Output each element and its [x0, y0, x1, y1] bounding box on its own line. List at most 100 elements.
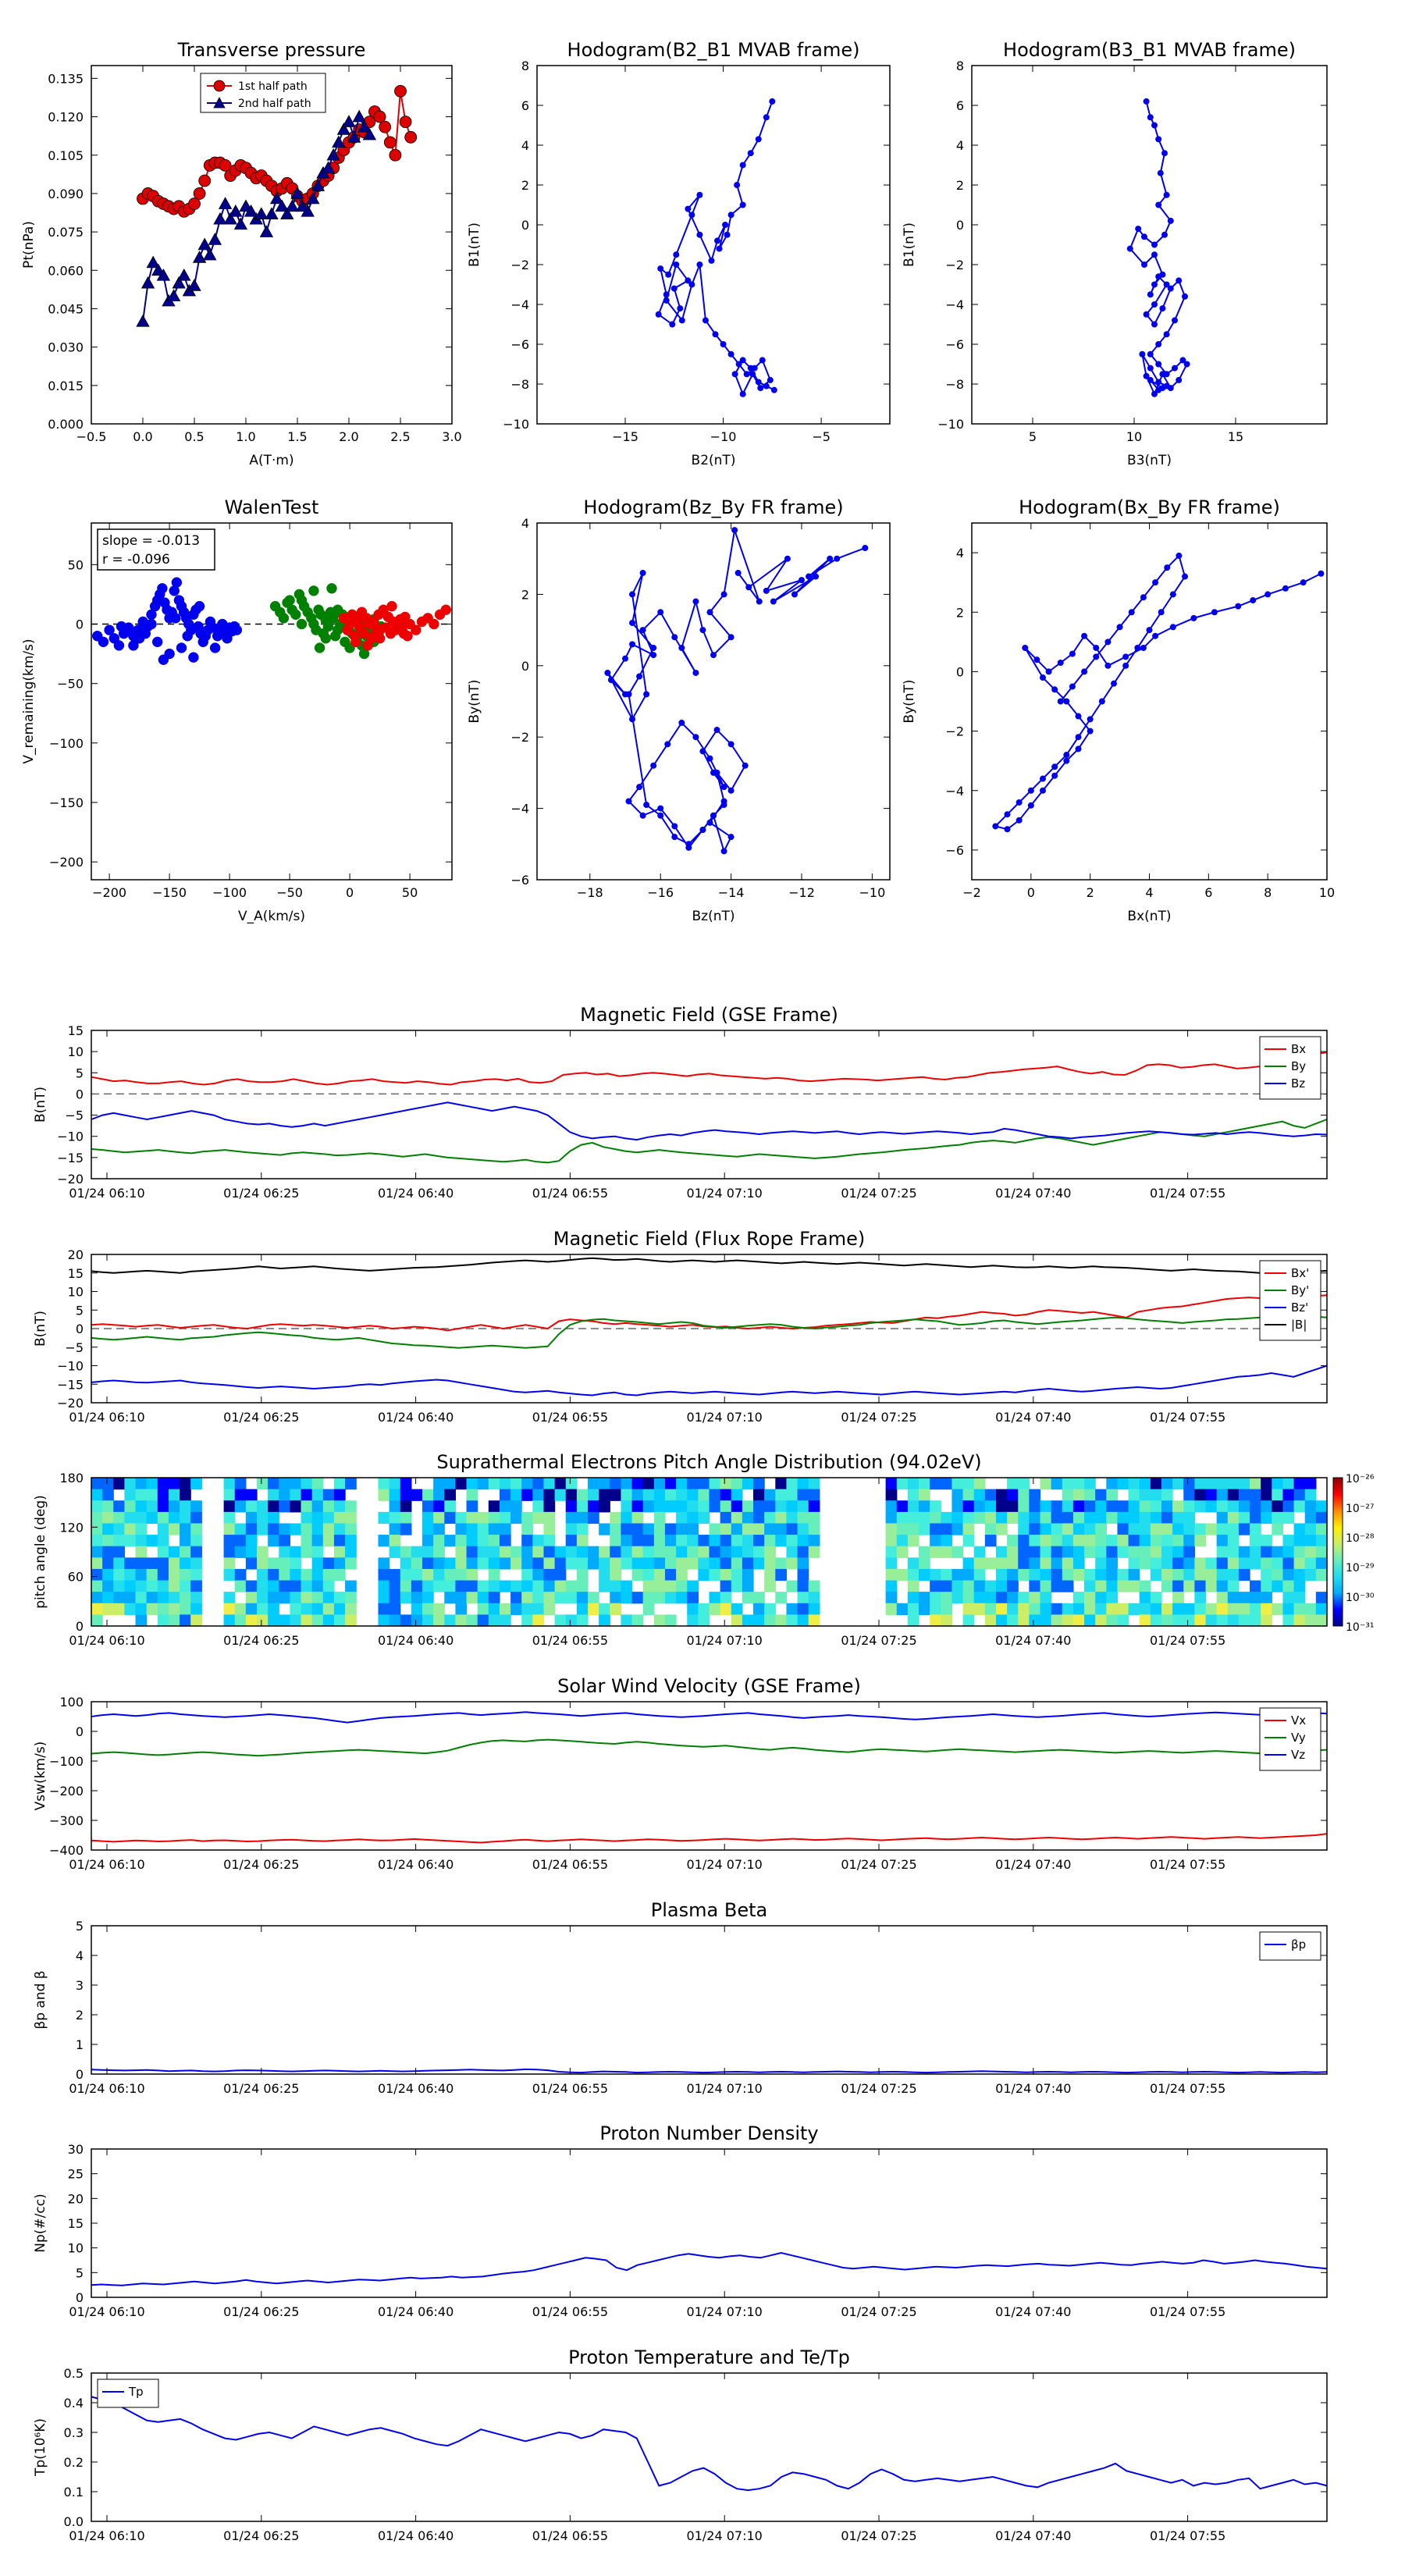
pad-cell [1250, 1580, 1261, 1592]
pt-series-1-point [311, 179, 325, 191]
mag_fr-time-label: 01/24 06:10 [69, 1410, 144, 1425]
pad-cell [157, 1592, 169, 1604]
pad-cell [1172, 1535, 1184, 1547]
pad-cell [180, 1489, 191, 1501]
h3-xtick-label: −18 [577, 885, 603, 900]
walen-series-2-point [350, 636, 361, 648]
h2-series-0-point [1147, 291, 1154, 298]
mag_gse-legend [1259, 1036, 1321, 1100]
pad-cell [257, 1546, 269, 1558]
pad-cell [962, 1557, 975, 1570]
pad-cell [422, 1557, 434, 1570]
pad-cell [146, 1580, 158, 1592]
pad-cell [466, 1614, 478, 1627]
pad-cell [1293, 1523, 1306, 1535]
walen-series-1-point [296, 618, 308, 630]
pad-cell [389, 1523, 401, 1535]
pad-cell [995, 1614, 1008, 1627]
walen-series-2-point [398, 628, 410, 639]
walen-series-1-point [327, 613, 339, 624]
h3-xtick-label: −12 [788, 885, 815, 900]
pad-cell [621, 1614, 633, 1627]
pad-cell [1128, 1500, 1140, 1513]
pad-cell [113, 1580, 125, 1592]
pad-cell [466, 1568, 478, 1582]
h1-series-0-point [734, 182, 741, 188]
pad-ytick-label: 60 [68, 1570, 84, 1585]
h4-xtick-label: −2 [962, 885, 981, 900]
pad-cell [1227, 1478, 1240, 1490]
pad-cell [444, 1500, 457, 1513]
h4-xtick-label: 6 [1204, 885, 1212, 900]
np-series-0-line [91, 2251, 1328, 2286]
pad-cell [378, 1535, 390, 1547]
h3-series-0-point [625, 798, 632, 805]
pad-cell [389, 1478, 401, 1490]
h1-series-0-point [769, 98, 776, 105]
pad-cell [1227, 1546, 1240, 1558]
h1-series-0-point [702, 317, 709, 324]
pad-cell [113, 1546, 125, 1558]
pad-cell [345, 1511, 357, 1525]
pad-cell [1106, 1478, 1119, 1490]
pt-ytick-label: 0.135 [48, 71, 84, 86]
pt-series-0-point [188, 197, 201, 210]
pad-cell [124, 1603, 137, 1615]
pad-cell [653, 1568, 666, 1582]
h3-series-0-point [706, 609, 713, 616]
pad-cell [190, 1592, 202, 1604]
pad-cell [698, 1546, 710, 1558]
pad-cell [1084, 1614, 1096, 1627]
pad-cell [532, 1557, 545, 1570]
beta-title: Plasma Beta [651, 1899, 767, 1921]
pad-cell [610, 1535, 622, 1547]
pad-cell [1072, 1489, 1085, 1501]
pad-cell [102, 1523, 114, 1535]
pad-cell [180, 1523, 191, 1535]
pad-cell [941, 1568, 953, 1582]
pad-cell [808, 1523, 820, 1535]
beta-ytick-label: 1 [76, 2037, 84, 2052]
pad-cell [433, 1580, 445, 1592]
pad-cell [1261, 1603, 1272, 1615]
pad-cell [102, 1568, 114, 1582]
pad-cell [290, 1500, 302, 1513]
pad-cell [742, 1568, 754, 1582]
pad-cell [941, 1580, 953, 1592]
pt-series-1-point [280, 207, 294, 219]
pad-cell [1172, 1568, 1184, 1582]
pad-cell [268, 1489, 279, 1501]
mag_fr-time-label: 01/24 07:55 [1150, 1410, 1225, 1425]
pad-cell [455, 1603, 468, 1615]
walen-annotation-box [97, 528, 215, 571]
pad-cell [1040, 1523, 1052, 1535]
beta-time-label: 01/24 06:10 [69, 2081, 144, 2096]
pad-cell [301, 1535, 313, 1547]
pad-cell [709, 1489, 721, 1501]
h1-series-0-point [747, 150, 754, 157]
pad-cell [742, 1546, 754, 1558]
pad-cell [1106, 1603, 1119, 1615]
pad-cell [466, 1580, 478, 1592]
pad-cell [378, 1614, 390, 1627]
pad-cell [333, 1511, 346, 1525]
vsw-ytick-label: −200 [49, 1784, 84, 1799]
pad-cell [720, 1557, 732, 1570]
pad-chart: Suprathermal Electrons Pitch Angle Distr… [33, 1451, 1375, 1648]
pad-cell [1084, 1568, 1096, 1582]
beta-ytick-label: 4 [76, 1948, 84, 1963]
pad-cell [102, 1603, 114, 1615]
pad-cell [642, 1535, 655, 1547]
h4-series-0-point [1087, 716, 1094, 723]
pad-cell [488, 1557, 500, 1570]
h1-series-0-point [763, 114, 770, 121]
vsw-ytick-label: 0 [76, 1724, 84, 1739]
walen-series-0-point [182, 630, 193, 642]
pt-series-0-point [193, 187, 206, 200]
pad-cell [962, 1592, 975, 1604]
pad-cell [1205, 1557, 1218, 1570]
h4-series-0-point [1169, 624, 1176, 631]
pad-cell [642, 1500, 655, 1513]
h3-series-0-point [799, 577, 805, 584]
walen-series-1-point [320, 633, 332, 644]
